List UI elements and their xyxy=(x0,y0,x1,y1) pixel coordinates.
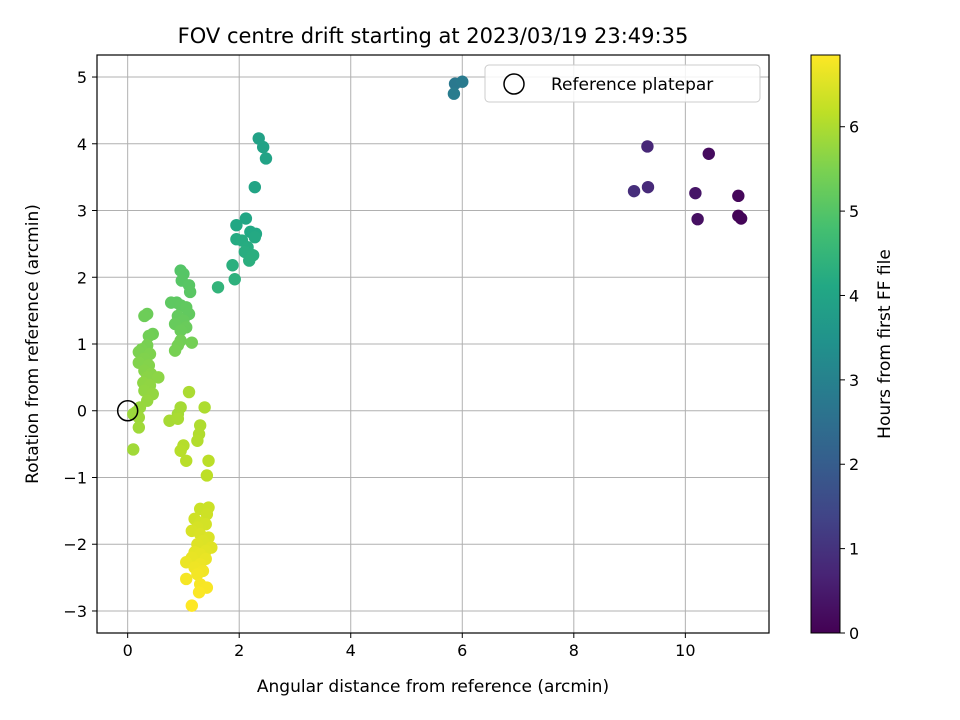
data-point xyxy=(192,586,206,599)
data-point xyxy=(198,401,211,414)
y-tick-label: −1 xyxy=(63,468,87,487)
colorbar-gradient xyxy=(810,54,841,634)
data-point xyxy=(174,401,187,414)
colorbar: 0 1 2 3 4 5 6 Hours from first FF file xyxy=(810,54,895,643)
data-point xyxy=(230,218,243,232)
data-point xyxy=(132,421,146,434)
legend-marker xyxy=(503,73,525,95)
data-point xyxy=(243,254,256,267)
colorbar-tick-label: 0 xyxy=(849,624,859,643)
data-point xyxy=(142,329,156,343)
data-point xyxy=(183,285,197,299)
data-points xyxy=(127,75,748,612)
reference-marker xyxy=(116,399,139,422)
y-tick-label: 2 xyxy=(77,268,87,287)
x-tick-label: 8 xyxy=(569,641,579,660)
data-point xyxy=(211,281,225,294)
colorbar-tick-label: 4 xyxy=(849,286,859,305)
y-tick-label: 1 xyxy=(77,335,87,354)
y-tick-label: −3 xyxy=(63,602,87,621)
data-point xyxy=(226,259,239,272)
data-point xyxy=(202,454,215,468)
data-point xyxy=(734,212,748,225)
data-point xyxy=(191,568,204,581)
data-point xyxy=(174,324,187,337)
colorbar-tick-label: 2 xyxy=(849,455,859,474)
data-point xyxy=(641,180,655,194)
x-tick-label: 10 xyxy=(675,641,695,660)
y-axis-label: Rotation from reference (arcmin) xyxy=(23,204,43,484)
data-point xyxy=(627,184,641,198)
data-point xyxy=(200,507,214,521)
colorbar-tick-label: 6 xyxy=(849,118,859,137)
data-point xyxy=(152,371,165,384)
grid-lines xyxy=(97,55,769,633)
data-point xyxy=(200,469,214,482)
data-point xyxy=(447,87,461,100)
data-point xyxy=(171,412,185,425)
data-point xyxy=(182,385,196,399)
data-point xyxy=(132,411,146,424)
data-point xyxy=(180,454,193,468)
data-point xyxy=(248,180,262,194)
colorbar-tick-label: 3 xyxy=(849,371,859,390)
y-tick-label: 0 xyxy=(77,402,87,421)
legend: Reference platepar xyxy=(484,64,761,103)
data-point xyxy=(702,147,715,160)
data-point xyxy=(127,443,140,456)
y-tick-label: 3 xyxy=(77,202,87,221)
data-point xyxy=(164,296,178,309)
data-point xyxy=(180,572,193,586)
data-point xyxy=(185,599,199,612)
colorbar-tick-label: 5 xyxy=(849,202,859,221)
x-tick-label: 0 xyxy=(123,641,133,660)
data-point xyxy=(228,273,241,286)
legend-box xyxy=(484,64,761,103)
colorbar-ticks: 0 1 2 3 4 5 6 xyxy=(840,118,859,643)
data-point xyxy=(691,212,704,226)
legend-entry-reference-platepar: Reference platepar xyxy=(551,75,713,95)
y-axis-ticks: −3 −2 −1 0 1 2 3 4 5 xyxy=(63,68,97,621)
data-point xyxy=(732,189,745,203)
data-point xyxy=(191,434,204,447)
colorbar-label: Hours from first FF file xyxy=(875,249,895,439)
data-point xyxy=(168,344,182,357)
x-axis-ticks: 0 2 4 6 8 10 xyxy=(123,633,696,660)
data-point xyxy=(248,231,262,244)
data-point xyxy=(259,152,273,165)
data-point xyxy=(138,309,151,323)
x-tick-label: 4 xyxy=(346,641,356,660)
data-point xyxy=(456,75,469,88)
data-point xyxy=(174,444,187,457)
y-tick-label: 5 xyxy=(77,68,87,87)
x-tick-label: 6 xyxy=(457,641,467,660)
y-tick-label: −2 xyxy=(63,535,87,554)
x-tick-label: 2 xyxy=(234,641,244,660)
data-point xyxy=(256,140,270,154)
data-point xyxy=(689,186,702,200)
chart-title: FOV centre drift starting at 2023/03/19 … xyxy=(178,24,689,48)
y-tick-label: 4 xyxy=(77,135,87,154)
data-point xyxy=(641,140,654,153)
colorbar-tick-label: 1 xyxy=(849,540,859,559)
data-point xyxy=(239,212,253,225)
data-point xyxy=(185,336,199,349)
x-axis-label: Angular distance from reference (arcmin) xyxy=(257,677,609,697)
